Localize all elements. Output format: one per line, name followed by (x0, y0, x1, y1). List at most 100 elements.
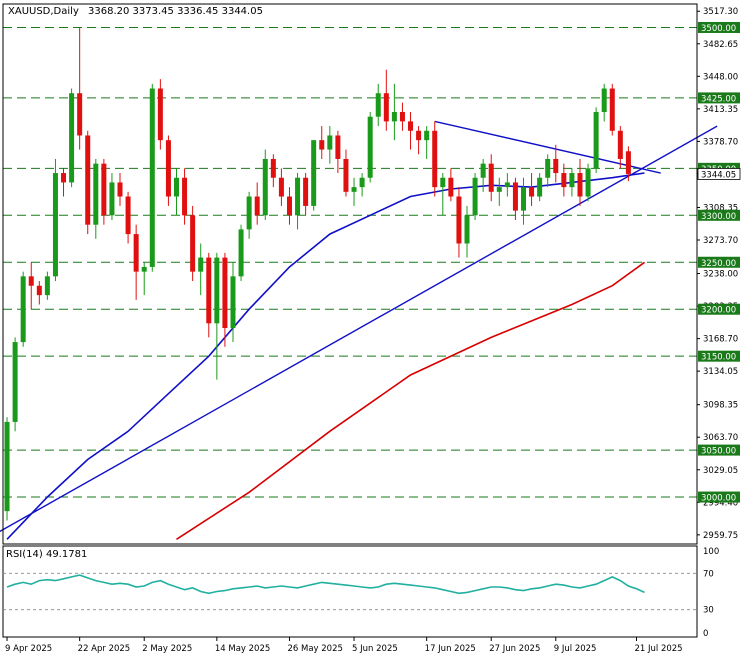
level-label-bg (698, 92, 740, 104)
x-tick-label: 27 Jun 2025 (489, 644, 540, 654)
header-symbol: XAUUSD,Daily (8, 6, 79, 17)
trendlines (0, 120, 718, 533)
y-tick-label: 3098.35 (703, 401, 738, 411)
candle-body (464, 215, 470, 244)
candle-body (214, 257, 220, 324)
candle-body (77, 93, 83, 136)
candles (4, 27, 631, 521)
sma50-path (6, 172, 645, 540)
candle-body (416, 130, 422, 141)
candle-body (262, 158, 268, 216)
sma200-path (176, 261, 645, 540)
sma200-line (176, 261, 645, 540)
x-tick-label: 9 Apr 2025 (5, 644, 52, 654)
candle-body (182, 177, 188, 216)
candle-body (44, 276, 50, 296)
candle-body (545, 158, 551, 178)
candle-body (335, 135, 341, 159)
candle-body (270, 158, 276, 178)
candle-body (327, 135, 333, 150)
level-label: 3300.00 (701, 212, 736, 222)
level-label: 3050.00 (701, 447, 736, 457)
level-label-bg (698, 256, 740, 268)
rsi-pane: 100 70 30 0 (2, 545, 719, 639)
candle-body (512, 182, 518, 211)
candle-body (319, 140, 325, 150)
candle-body (52, 173, 58, 277)
level-labels: 3500.003425.003350.003300.003250.003200.… (697, 21, 741, 504)
y-tick-label: 3029.05 (703, 466, 738, 476)
candle-body (157, 88, 163, 141)
current-price-label: 3344.05 (701, 170, 736, 180)
candle-body (125, 196, 131, 235)
level-label: 3200.00 (701, 306, 736, 316)
candle-body (311, 140, 317, 206)
candle-body (577, 173, 583, 197)
candle-body (286, 196, 292, 216)
y-tick-label: 3448.00 (703, 72, 738, 82)
y-tick-label: 3168.70 (703, 335, 738, 345)
candle-body (133, 234, 139, 272)
candle-body (101, 163, 107, 216)
x-tick-label: 2 May 2025 (142, 644, 192, 654)
rsi-tick-label: 70 (703, 569, 714, 579)
y-tick-label: 3134.05 (703, 367, 738, 377)
candle-body (109, 182, 115, 216)
candle-body (448, 177, 454, 197)
candle-body (222, 257, 228, 328)
y-tick-label: 3308.35 (703, 203, 738, 213)
level-label: 3150.00 (701, 353, 736, 363)
candle-body (456, 196, 462, 244)
y-tick-label: 3238.00 (703, 270, 738, 280)
candle-body (375, 93, 381, 117)
candle-body (198, 257, 204, 272)
candle-body (12, 342, 18, 422)
x-tick-label: 9 Jul 2025 (554, 644, 597, 654)
candle-body (230, 276, 236, 328)
candle-body (529, 187, 535, 197)
level-label-bg (698, 444, 740, 456)
candle-body (69, 93, 75, 183)
candle-body (593, 112, 599, 169)
candle-body (93, 163, 99, 225)
candle-body (351, 187, 357, 192)
candle-body (141, 266, 147, 272)
level-lines (3, 26, 697, 498)
candle-body (278, 177, 284, 197)
current-price-tag (697, 168, 741, 180)
level-label: 3250.00 (701, 259, 736, 269)
candle-body (399, 112, 405, 122)
level-label-bg (698, 21, 740, 33)
y-tick-label: 3482.65 (703, 40, 738, 50)
rsi-tick-label: 30 (703, 606, 714, 616)
candle-body (367, 116, 373, 178)
rsi-frame (2, 545, 698, 638)
candle-body (553, 158, 559, 174)
candle-body (496, 187, 502, 192)
candle-body (117, 182, 123, 197)
y-tick-label: 3273.70 (703, 236, 738, 246)
level-label-bg (698, 303, 740, 315)
candle-body (440, 177, 446, 188)
candle-body (585, 168, 591, 197)
candle-body (4, 421, 10, 512)
rsi-header: RSI(14) 49.1781 (6, 549, 87, 560)
candle-body (238, 229, 244, 277)
candle-body (359, 177, 365, 188)
x-tick-label: 22 Apr 2025 (78, 644, 131, 654)
candle-body (391, 112, 397, 122)
x-tick-label: 26 May 2025 (287, 644, 342, 654)
level-label-bg (698, 209, 740, 221)
rsi-line (6, 574, 645, 595)
candle-body (472, 177, 478, 216)
y-tick-label: 3063.70 (703, 433, 738, 443)
candle-body (165, 140, 171, 197)
candle-body (206, 257, 212, 324)
y-tick-label: 3378.70 (703, 137, 738, 147)
candle-body (561, 173, 567, 188)
candle-body (61, 173, 67, 183)
level-label-bg (698, 350, 740, 362)
candle-body (295, 177, 301, 216)
